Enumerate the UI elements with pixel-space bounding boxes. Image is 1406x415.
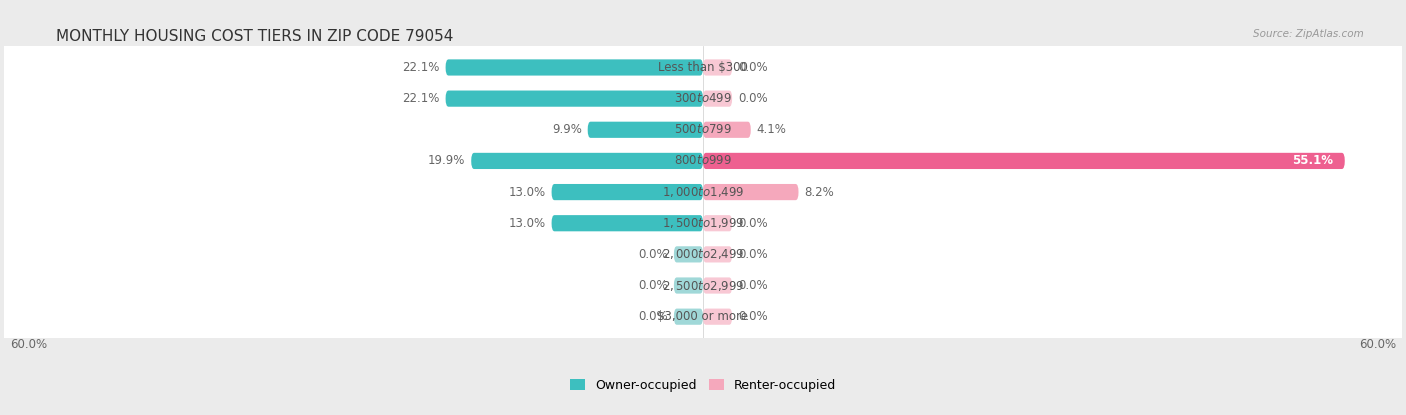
FancyBboxPatch shape	[0, 263, 1406, 308]
FancyBboxPatch shape	[0, 170, 1406, 215]
Text: $1,000 to $1,499: $1,000 to $1,499	[662, 185, 744, 199]
Text: $2,500 to $2,999: $2,500 to $2,999	[662, 278, 744, 293]
Text: $800 to $999: $800 to $999	[673, 154, 733, 167]
FancyBboxPatch shape	[673, 246, 703, 262]
FancyBboxPatch shape	[0, 139, 1406, 183]
FancyBboxPatch shape	[703, 153, 1344, 169]
Text: $1,500 to $1,999: $1,500 to $1,999	[662, 216, 744, 230]
FancyBboxPatch shape	[551, 215, 703, 231]
FancyBboxPatch shape	[703, 59, 733, 76]
FancyBboxPatch shape	[703, 90, 733, 107]
Text: 8.2%: 8.2%	[804, 186, 834, 198]
Legend: Owner-occupied, Renter-occupied: Owner-occupied, Renter-occupied	[565, 374, 841, 397]
Text: 0.0%: 0.0%	[638, 310, 668, 323]
Text: 0.0%: 0.0%	[738, 61, 768, 74]
Text: 0.0%: 0.0%	[738, 310, 768, 323]
Text: 13.0%: 13.0%	[509, 217, 546, 230]
Text: $3,000 or more: $3,000 or more	[658, 310, 748, 323]
Text: 13.0%: 13.0%	[509, 186, 546, 198]
FancyBboxPatch shape	[0, 201, 1406, 246]
Text: 60.0%: 60.0%	[10, 338, 48, 351]
FancyBboxPatch shape	[446, 90, 703, 107]
Text: 0.0%: 0.0%	[638, 279, 668, 292]
FancyBboxPatch shape	[703, 215, 733, 231]
Text: 4.1%: 4.1%	[756, 123, 786, 136]
Text: $2,000 to $2,499: $2,000 to $2,499	[662, 247, 744, 261]
Text: 0.0%: 0.0%	[738, 217, 768, 230]
FancyBboxPatch shape	[0, 107, 1406, 152]
Text: 0.0%: 0.0%	[738, 92, 768, 105]
Text: 22.1%: 22.1%	[402, 92, 440, 105]
FancyBboxPatch shape	[588, 122, 703, 138]
FancyBboxPatch shape	[703, 309, 733, 325]
FancyBboxPatch shape	[703, 246, 733, 262]
FancyBboxPatch shape	[551, 184, 703, 200]
FancyBboxPatch shape	[0, 232, 1406, 277]
FancyBboxPatch shape	[703, 184, 799, 200]
FancyBboxPatch shape	[471, 153, 703, 169]
Text: $500 to $799: $500 to $799	[673, 123, 733, 136]
Text: $300 to $499: $300 to $499	[673, 92, 733, 105]
FancyBboxPatch shape	[0, 76, 1406, 121]
FancyBboxPatch shape	[673, 277, 703, 294]
Text: 60.0%: 60.0%	[1358, 338, 1396, 351]
Text: Less than $300: Less than $300	[658, 61, 748, 74]
FancyBboxPatch shape	[673, 309, 703, 325]
Text: 19.9%: 19.9%	[427, 154, 465, 167]
Text: 0.0%: 0.0%	[738, 279, 768, 292]
Text: MONTHLY HOUSING COST TIERS IN ZIP CODE 79054: MONTHLY HOUSING COST TIERS IN ZIP CODE 7…	[56, 29, 454, 44]
Text: 9.9%: 9.9%	[553, 123, 582, 136]
FancyBboxPatch shape	[0, 294, 1406, 339]
FancyBboxPatch shape	[703, 277, 733, 294]
FancyBboxPatch shape	[0, 45, 1406, 90]
Text: 0.0%: 0.0%	[638, 248, 668, 261]
Text: 0.0%: 0.0%	[738, 248, 768, 261]
Text: 22.1%: 22.1%	[402, 61, 440, 74]
Text: 55.1%: 55.1%	[1292, 154, 1333, 167]
Text: Source: ZipAtlas.com: Source: ZipAtlas.com	[1253, 29, 1364, 39]
FancyBboxPatch shape	[446, 59, 703, 76]
FancyBboxPatch shape	[703, 122, 751, 138]
